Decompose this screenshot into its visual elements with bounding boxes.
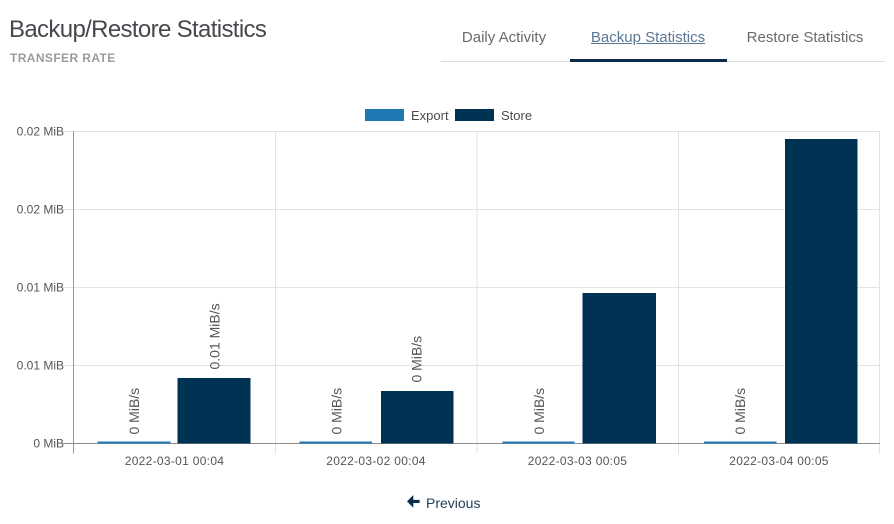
svg-text:0.01 MiB/s: 0.01 MiB/s <box>207 303 223 369</box>
svg-text:0 MiB/s: 0 MiB/s <box>732 388 748 435</box>
svg-text:0 MiB/s: 0 MiB/s <box>126 388 142 435</box>
svg-text:2022-03-04 00:05: 2022-03-04 00:05 <box>729 454 829 468</box>
svg-text:0.02 MiB: 0.02 MiB <box>17 203 64 217</box>
svg-text:0 MiB/s: 0 MiB/s <box>409 336 425 383</box>
svg-text:2022-03-01 00:04: 2022-03-01 00:04 <box>125 454 225 468</box>
svg-text:2022-03-03 00:05: 2022-03-03 00:05 <box>528 454 628 468</box>
svg-text:0.01 MiB: 0.01 MiB <box>17 359 64 373</box>
svg-text:0 MiB/s: 0 MiB/s <box>531 388 547 435</box>
svg-text:0 MiB: 0 MiB <box>33 437 64 451</box>
svg-text:0.02 MiB: 0.02 MiB <box>17 125 64 139</box>
svg-text:0.01 MiB: 0.01 MiB <box>17 281 64 295</box>
svg-text:0 MiB/s: 0 MiB/s <box>328 388 344 435</box>
svg-text:2022-03-02 00:04: 2022-03-02 00:04 <box>326 454 426 468</box>
